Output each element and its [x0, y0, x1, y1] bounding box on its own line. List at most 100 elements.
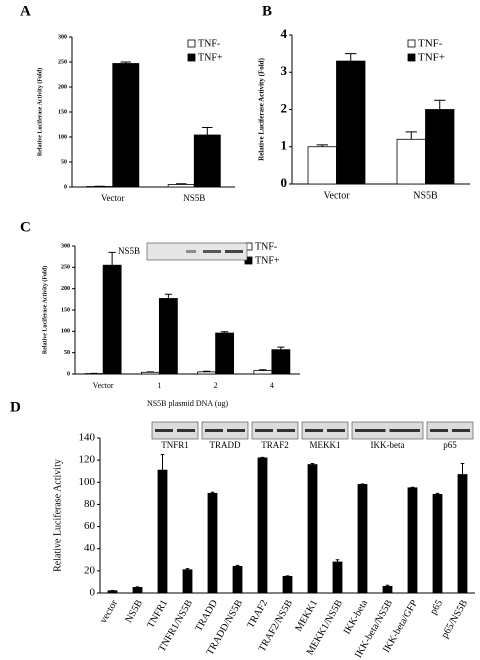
y-tick-label: 250: [58, 59, 67, 65]
y-tick-label: 140: [79, 432, 96, 444]
panel-label: A: [20, 3, 31, 19]
y-tick-label: 300: [61, 243, 70, 249]
blot-label: TNFR1: [161, 440, 189, 450]
blot-band: [203, 250, 221, 253]
y-tick-label: 3: [281, 63, 288, 78]
x-tick-label: vector: [98, 598, 120, 626]
bar: [425, 109, 455, 185]
x-tick-label: MEKK1: [293, 598, 320, 633]
y-tick-label: 2: [281, 100, 288, 115]
y-tick-label: 50: [61, 159, 67, 165]
bar: [193, 134, 221, 188]
bar: [157, 469, 168, 594]
bar: [432, 494, 443, 594]
bar: [232, 566, 243, 594]
y-tick-label: 4: [281, 26, 288, 41]
error-bar: [164, 293, 172, 299]
error-bar: [202, 127, 213, 135]
error-bar: [259, 369, 267, 371]
blot-band: [452, 429, 470, 432]
error-bar: [160, 454, 165, 471]
panel-label: D: [10, 399, 21, 415]
blot-label: TRAF2: [261, 440, 289, 450]
blot-band: [177, 429, 195, 432]
y-tick-label: 150: [61, 307, 70, 313]
y-axis-label: Relative Luciferase Activity: [52, 459, 63, 572]
bar: [207, 492, 218, 594]
legend-swatch: [187, 53, 196, 62]
error-bar: [175, 183, 187, 185]
blot-band: [389, 429, 420, 432]
y-tick-label: 80: [84, 498, 96, 510]
legend-label: TNF+: [418, 52, 445, 64]
y-tick-label: 1: [281, 138, 288, 153]
bar: [215, 332, 235, 375]
legend-label: TNF-: [198, 38, 220, 49]
inset-label: NS5B: [118, 246, 140, 256]
blot: [151, 421, 199, 440]
error-bar: [410, 486, 415, 488]
x-tick-label: Vector: [93, 381, 114, 390]
blot: [201, 421, 249, 440]
legend-swatch: [407, 53, 416, 62]
bar: [382, 585, 393, 594]
y-tick-label: 40: [84, 542, 96, 554]
bar: [396, 138, 426, 185]
bar: [357, 484, 368, 594]
blot-band: [430, 429, 448, 432]
blot-band: [277, 429, 295, 432]
blot-label: IKK-beta: [371, 440, 405, 450]
bar: [336, 60, 366, 185]
y-tick-label: 0: [90, 587, 96, 599]
y-tick-label: 50: [64, 350, 70, 356]
bar: [332, 561, 343, 594]
error-bar: [135, 586, 140, 588]
bar: [457, 474, 468, 594]
blot: [251, 421, 299, 440]
x-tick-label: 4: [270, 381, 274, 390]
y-axis-label: Relative Luciferase Activity (Fold): [36, 68, 43, 156]
bar: [407, 487, 418, 594]
bar: [271, 349, 291, 375]
blot: [301, 421, 349, 440]
y-axis-label: Relative Luciferase Activity (Fold): [41, 266, 48, 354]
error-bar: [434, 99, 446, 110]
error-bar: [120, 61, 132, 64]
error-bar: [221, 331, 229, 334]
y-tick-label: 150: [58, 109, 67, 115]
blot-band: [225, 250, 243, 253]
bar: [253, 370, 273, 375]
y-tick-label: 100: [61, 329, 70, 335]
bar: [197, 371, 217, 375]
blot-band: [255, 429, 273, 432]
bar: [107, 590, 118, 594]
x-tick-label: TRADD: [193, 598, 220, 633]
bar: [257, 457, 268, 594]
y-tick-label: 0: [64, 184, 67, 190]
bar: [158, 298, 178, 375]
legend-label: TNF+: [255, 255, 280, 266]
error-bar: [335, 559, 340, 562]
error-bar: [345, 53, 357, 62]
x-tick-label: Vector: [323, 190, 350, 201]
blot-label: TRADD: [210, 440, 241, 450]
x-tick-label: Vector: [101, 193, 125, 203]
bar: [140, 371, 160, 375]
y-tick-label: 200: [61, 286, 70, 292]
x-tick-label: NS5B: [183, 193, 205, 203]
x-axis-label: NS5B plasmid DNA (ug): [147, 399, 228, 408]
legend-swatch: [244, 256, 253, 265]
x-tick-label: TRAF2: [245, 598, 270, 630]
legend-swatch: [187, 39, 196, 48]
error-bar: [210, 491, 215, 494]
error-bar: [460, 462, 465, 475]
bar: [282, 575, 293, 594]
error-bar: [260, 456, 265, 458]
panel-label: B: [262, 3, 272, 19]
x-tick-label: NS5B: [413, 190, 438, 201]
y-tick-label: 100: [58, 134, 67, 140]
blot-label: MEKK1: [310, 440, 341, 450]
error-bar: [203, 370, 211, 372]
error-bar: [277, 346, 285, 350]
